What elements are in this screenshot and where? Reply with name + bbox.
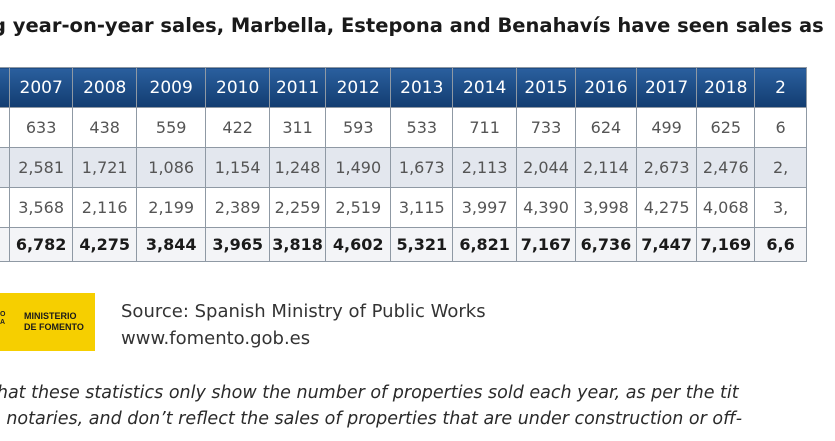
table-cell: 1,673	[390, 147, 454, 188]
total-cell: 6,821	[452, 227, 517, 262]
total-cell: 6,736	[575, 227, 637, 262]
table-cell: 2,259	[268, 187, 327, 228]
table-cell: 625	[696, 107, 756, 148]
table-cell: 422	[205, 107, 270, 148]
table-cell: 2,519	[325, 187, 392, 228]
table-cell: 7	[0, 107, 10, 148]
total-cell: 5,321	[390, 227, 454, 262]
ministry-logo: O A MINISTERIO DE FOMENTO	[0, 293, 95, 351]
table-cell: 311	[268, 107, 327, 148]
total-cell: 7,447	[635, 227, 698, 262]
table-cell: 2,199	[135, 187, 207, 228]
table-cell: 3,115	[390, 187, 454, 228]
table-cell: 2	[0, 187, 10, 228]
year-header: 2016	[575, 67, 637, 108]
year-header: 2007	[8, 67, 74, 108]
headline: g year-on-year sales, Marbella, Estepona…	[0, 14, 824, 37]
table-cell: 711	[452, 107, 517, 148]
table-cell: 733	[515, 107, 577, 148]
year-header: 2009	[135, 67, 207, 108]
year-header-row: 6 2007 2008 2009 2010 2011 2012 2013 201…	[0, 67, 807, 108]
year-header: 2013	[390, 67, 454, 108]
year-header: 2	[754, 67, 807, 108]
table-cell: 2,673	[635, 147, 698, 188]
table-row: 2 3,568 2,116 2,199 2,389 2,259 2,519 3,…	[0, 187, 807, 228]
table-cell: 2,113	[452, 147, 517, 188]
source-text: Source: Spanish Ministry of Public Works	[121, 301, 486, 322]
sales-table: 6 2007 2008 2009 2010 2011 2012 2013 201…	[0, 67, 807, 262]
year-header: 2018	[696, 67, 756, 108]
table-cell: 4,068	[696, 187, 756, 228]
table-cell: 1,086	[135, 147, 207, 188]
source-block: Source: Spanish Ministry of Public Works…	[121, 298, 486, 352]
year-header: 2011	[268, 67, 327, 108]
total-cell: 7,169	[696, 227, 756, 262]
table-cell: 1,721	[72, 147, 137, 188]
total-cell: 7,167	[515, 227, 577, 262]
table-cell: 4,275	[635, 187, 698, 228]
table-cell: 3,568	[8, 187, 74, 228]
table-cell: 2,581	[8, 147, 74, 188]
table-cell: 2,	[754, 147, 807, 188]
total-cell: 4,602	[325, 227, 392, 262]
table-cell: 633	[8, 107, 74, 148]
year-header: 2012	[325, 67, 392, 108]
table-row: 7 633 438 559 422 311 593 533 711 733 62…	[0, 107, 807, 148]
total-cell: 0	[0, 227, 10, 262]
total-cell: 3,818	[268, 227, 327, 262]
total-cell: 3,965	[205, 227, 270, 262]
table-cell: 593	[325, 107, 392, 148]
table-cell: 3,	[754, 187, 807, 228]
year-header: 2015	[515, 67, 577, 108]
table-cell: 2,116	[72, 187, 137, 228]
year-header: 2010	[205, 67, 270, 108]
table-cell: 1,154	[205, 147, 270, 188]
total-cell: 4,275	[72, 227, 137, 262]
table-cell: 2,044	[515, 147, 577, 188]
total-row: 0 6,782 4,275 3,844 3,965 3,818 4,602 5,…	[0, 227, 807, 262]
total-cell: 3,844	[135, 227, 207, 262]
year-header: 6	[0, 67, 10, 108]
table-cell: 499	[635, 107, 698, 148]
table-cell: 559	[135, 107, 207, 148]
total-cell: 6,6	[754, 227, 807, 262]
table-cell: 3,998	[575, 187, 637, 228]
logo-crest: O A	[0, 311, 6, 326]
table-cell: 438	[72, 107, 137, 148]
table-cell: 2,389	[205, 187, 270, 228]
table-row: 3 2,581 1,721 1,086 1,154 1,248 1,490 1,…	[0, 147, 807, 188]
source-url: www.fomento.gob.es	[121, 328, 311, 349]
note-line: that these statistics only show the numb…	[0, 383, 739, 403]
year-header: 2017	[635, 67, 698, 108]
ministry-name: MINISTERIO DE FOMENTO	[24, 311, 84, 332]
table-cell: 4,390	[515, 187, 577, 228]
table-cell: 2,476	[696, 147, 756, 188]
table-cell: 533	[390, 107, 454, 148]
table-cell: 3	[0, 147, 10, 188]
year-header: 2008	[72, 67, 137, 108]
year-header: 2014	[452, 67, 517, 108]
total-cell: 6,782	[8, 227, 74, 262]
note-line: e notaries, and don’t reflect the sales …	[0, 409, 743, 429]
disclaimer-note: that these statistics only show the numb…	[0, 380, 742, 432]
table-cell: 6	[754, 107, 807, 148]
table-cell: 1,248	[268, 147, 327, 188]
table-cell: 624	[575, 107, 637, 148]
table-cell: 1,490	[325, 147, 392, 188]
table-cell: 2,114	[575, 147, 637, 188]
table-cell: 3,997	[452, 187, 517, 228]
